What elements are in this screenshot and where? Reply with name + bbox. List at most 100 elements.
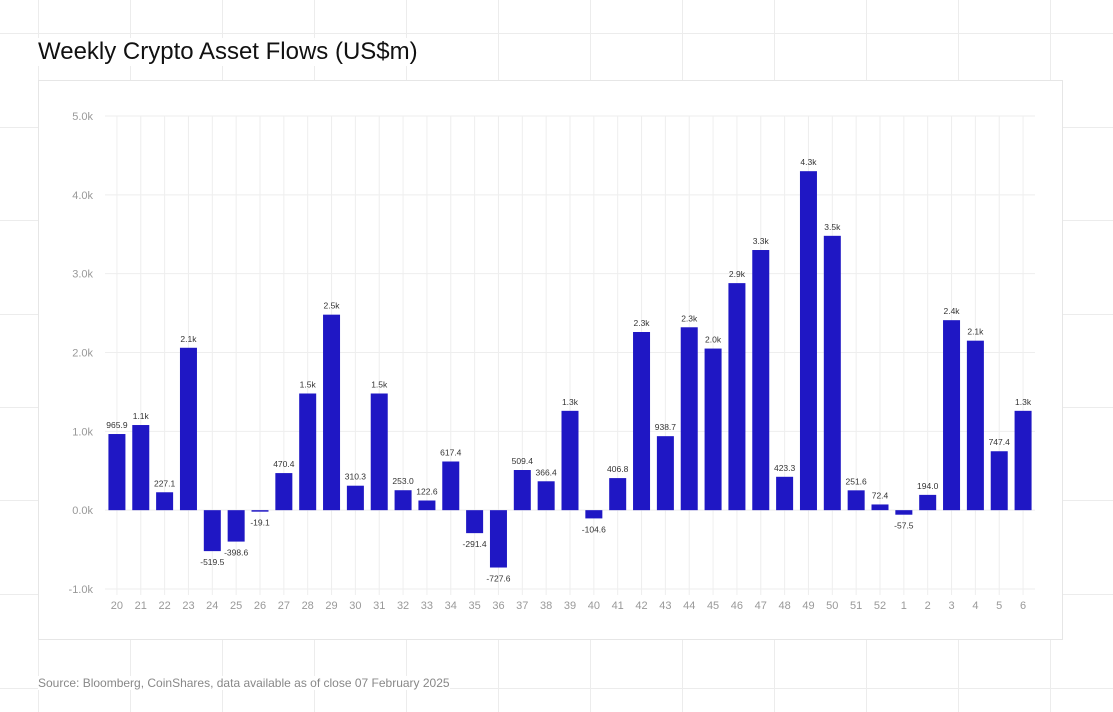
x-tick-label: 5 (996, 600, 1002, 612)
bar (227, 510, 245, 542)
data-label: 2.1k (180, 334, 197, 344)
y-tick-label: 2.0k (72, 348, 93, 360)
x-tick-label: 41 (612, 600, 624, 612)
bar (633, 332, 651, 511)
x-tick-label: 2 (925, 600, 931, 612)
x-tick-label: 37 (516, 600, 528, 612)
data-label: 747.4 (989, 437, 1011, 447)
x-tick-label: 35 (468, 600, 480, 612)
data-label: 1.1k (133, 411, 150, 421)
data-label: 2.9k (729, 269, 746, 279)
data-label: 509.4 (512, 456, 534, 466)
data-label: 310.3 (345, 472, 367, 482)
background-gridline (0, 688, 1113, 689)
data-label: 3.5k (824, 222, 841, 232)
bar (108, 434, 126, 511)
bar (776, 476, 794, 511)
x-tick-label: 43 (659, 600, 671, 612)
x-tick-label: 44 (683, 600, 695, 612)
x-tick-label: 45 (707, 600, 719, 612)
data-label: 251.6 (846, 476, 868, 486)
source-note: Source: Bloomberg, CoinShares, data avai… (38, 676, 450, 690)
bar (609, 478, 627, 511)
data-label: 3.3k (753, 236, 770, 246)
x-tick-label: 46 (731, 600, 743, 612)
y-tick-label: 4.0k (72, 190, 93, 202)
x-tick-label: 47 (755, 600, 767, 612)
data-label: -19.1 (250, 518, 270, 528)
bar (489, 510, 507, 568)
bar (132, 425, 150, 511)
bar (728, 283, 746, 511)
x-tick-label: 51 (850, 600, 862, 612)
x-tick-label: 42 (635, 600, 647, 612)
bar (895, 510, 913, 515)
bar (418, 500, 436, 511)
data-label: 2.3k (681, 313, 698, 323)
x-tick-label: 34 (445, 600, 457, 612)
data-label: 122.6 (416, 487, 438, 497)
bar (704, 348, 722, 511)
x-tick-label: 3 (948, 600, 954, 612)
data-label: 227.1 (154, 478, 176, 488)
x-tick-label: 50 (826, 600, 838, 612)
x-tick-label: 1 (901, 600, 907, 612)
x-tick-label: 6 (1020, 600, 1026, 612)
x-tick-label: 26 (254, 600, 266, 612)
bar (966, 340, 984, 511)
chart-title: Weekly Crypto Asset Flows (US$m) (38, 38, 424, 66)
data-label: 4.3k (800, 157, 817, 167)
data-label: 2.4k (943, 306, 960, 316)
x-tick-label: 39 (564, 600, 576, 612)
x-tick-label: 52 (874, 600, 886, 612)
x-tick-label: 25 (230, 600, 242, 612)
data-label: 406.8 (607, 464, 629, 474)
data-label: 253.0 (392, 476, 414, 486)
x-tick-label: 48 (778, 600, 790, 612)
bar (442, 461, 460, 511)
bar (1014, 410, 1032, 511)
x-tick-label: 20 (111, 600, 123, 612)
bar (513, 470, 531, 511)
data-label: 194.0 (917, 481, 939, 491)
bar (275, 473, 293, 511)
data-label: 617.4 (440, 447, 462, 457)
bar (680, 327, 698, 511)
data-label: 2.1k (967, 327, 984, 337)
bar (919, 494, 937, 511)
bar (370, 393, 388, 511)
data-label: 965.9 (106, 420, 128, 430)
data-label: 1.3k (1015, 397, 1032, 407)
x-tick-label: 28 (302, 600, 314, 612)
background-gridline (0, 33, 1113, 34)
x-tick-label: 23 (182, 600, 194, 612)
data-label: 938.7 (655, 422, 677, 432)
bar (394, 490, 412, 511)
data-label: 366.4 (536, 467, 558, 477)
bar (585, 510, 603, 519)
x-tick-label: 40 (588, 600, 600, 612)
bar (799, 171, 817, 511)
data-label: -104.6 (582, 524, 606, 534)
bar (561, 410, 579, 511)
data-label: -57.5 (894, 521, 914, 531)
x-tick-label: 22 (158, 600, 170, 612)
y-tick-label: 5.0k (72, 111, 93, 123)
y-tick-label: 1.0k (72, 426, 93, 438)
data-label: 2.0k (705, 335, 722, 345)
x-tick-label: 4 (972, 600, 978, 612)
x-tick-label: 27 (278, 600, 290, 612)
data-label: -291.4 (463, 539, 487, 549)
data-label: 72.4 (872, 490, 889, 500)
data-label: -398.6 (224, 548, 248, 558)
bar (156, 492, 174, 511)
x-tick-label: 21 (135, 600, 147, 612)
bar (179, 347, 197, 511)
bar (251, 510, 269, 512)
bar (299, 393, 317, 511)
x-tick-label: 24 (206, 600, 218, 612)
data-label: 1.5k (371, 379, 388, 389)
bar (871, 504, 889, 511)
x-tick-label: 36 (492, 600, 504, 612)
